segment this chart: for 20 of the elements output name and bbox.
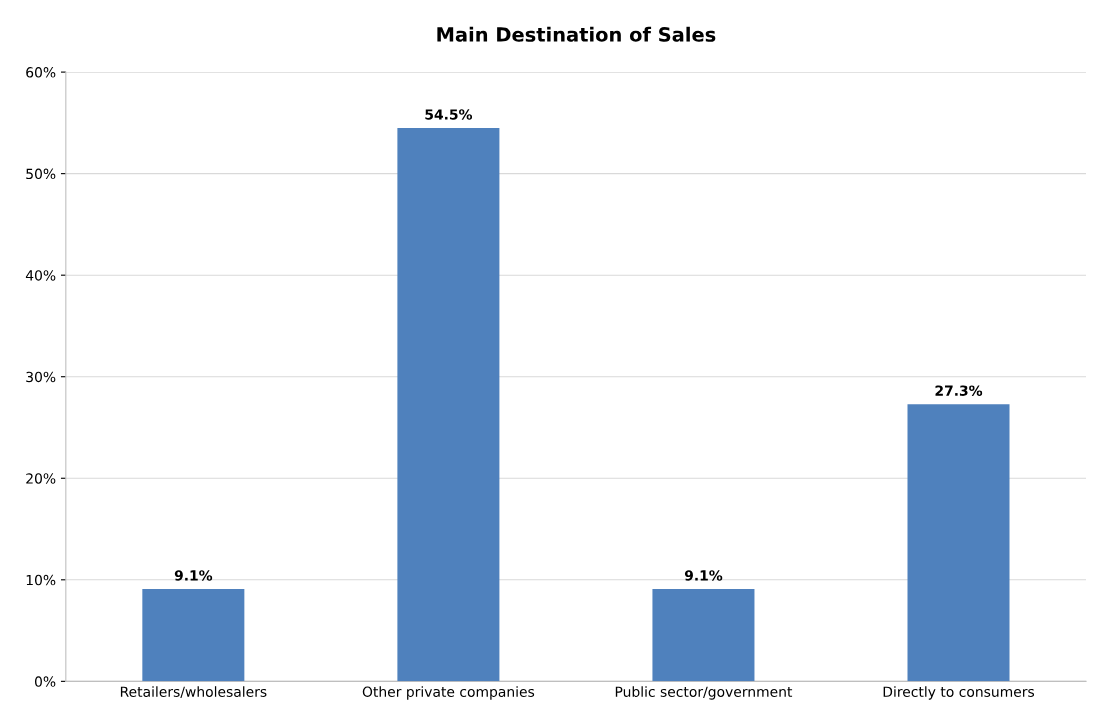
x-tick-label: Public sector/government	[615, 686, 793, 700]
y-tick-label: 20%	[26, 473, 56, 484]
y-tick-label: 0%	[34, 676, 56, 687]
chart-title: Main Destination of Sales	[437, 26, 716, 42]
x-tick-label: Retailers/wholesalers	[120, 686, 267, 699]
y-tick-label: 40%	[25, 270, 56, 281]
bar	[652, 588, 755, 682]
y-tick-label: 10%	[26, 574, 56, 586]
bar	[907, 404, 1010, 682]
bar	[142, 588, 245, 682]
y-tick-label: 60%	[26, 67, 56, 78]
data-label: 9.1%	[174, 570, 213, 581]
data-label: 9.1%	[684, 570, 723, 581]
data-label: 27.3%	[935, 385, 983, 396]
x-tick-label: Directly to consumers	[883, 686, 1035, 700]
y-tick-label: 50%	[26, 168, 56, 180]
data-label: 54.5%	[425, 109, 473, 120]
bar	[397, 127, 500, 682]
x-tick-label: Other private companies	[362, 686, 535, 700]
y-tick-label: 30%	[26, 371, 56, 383]
